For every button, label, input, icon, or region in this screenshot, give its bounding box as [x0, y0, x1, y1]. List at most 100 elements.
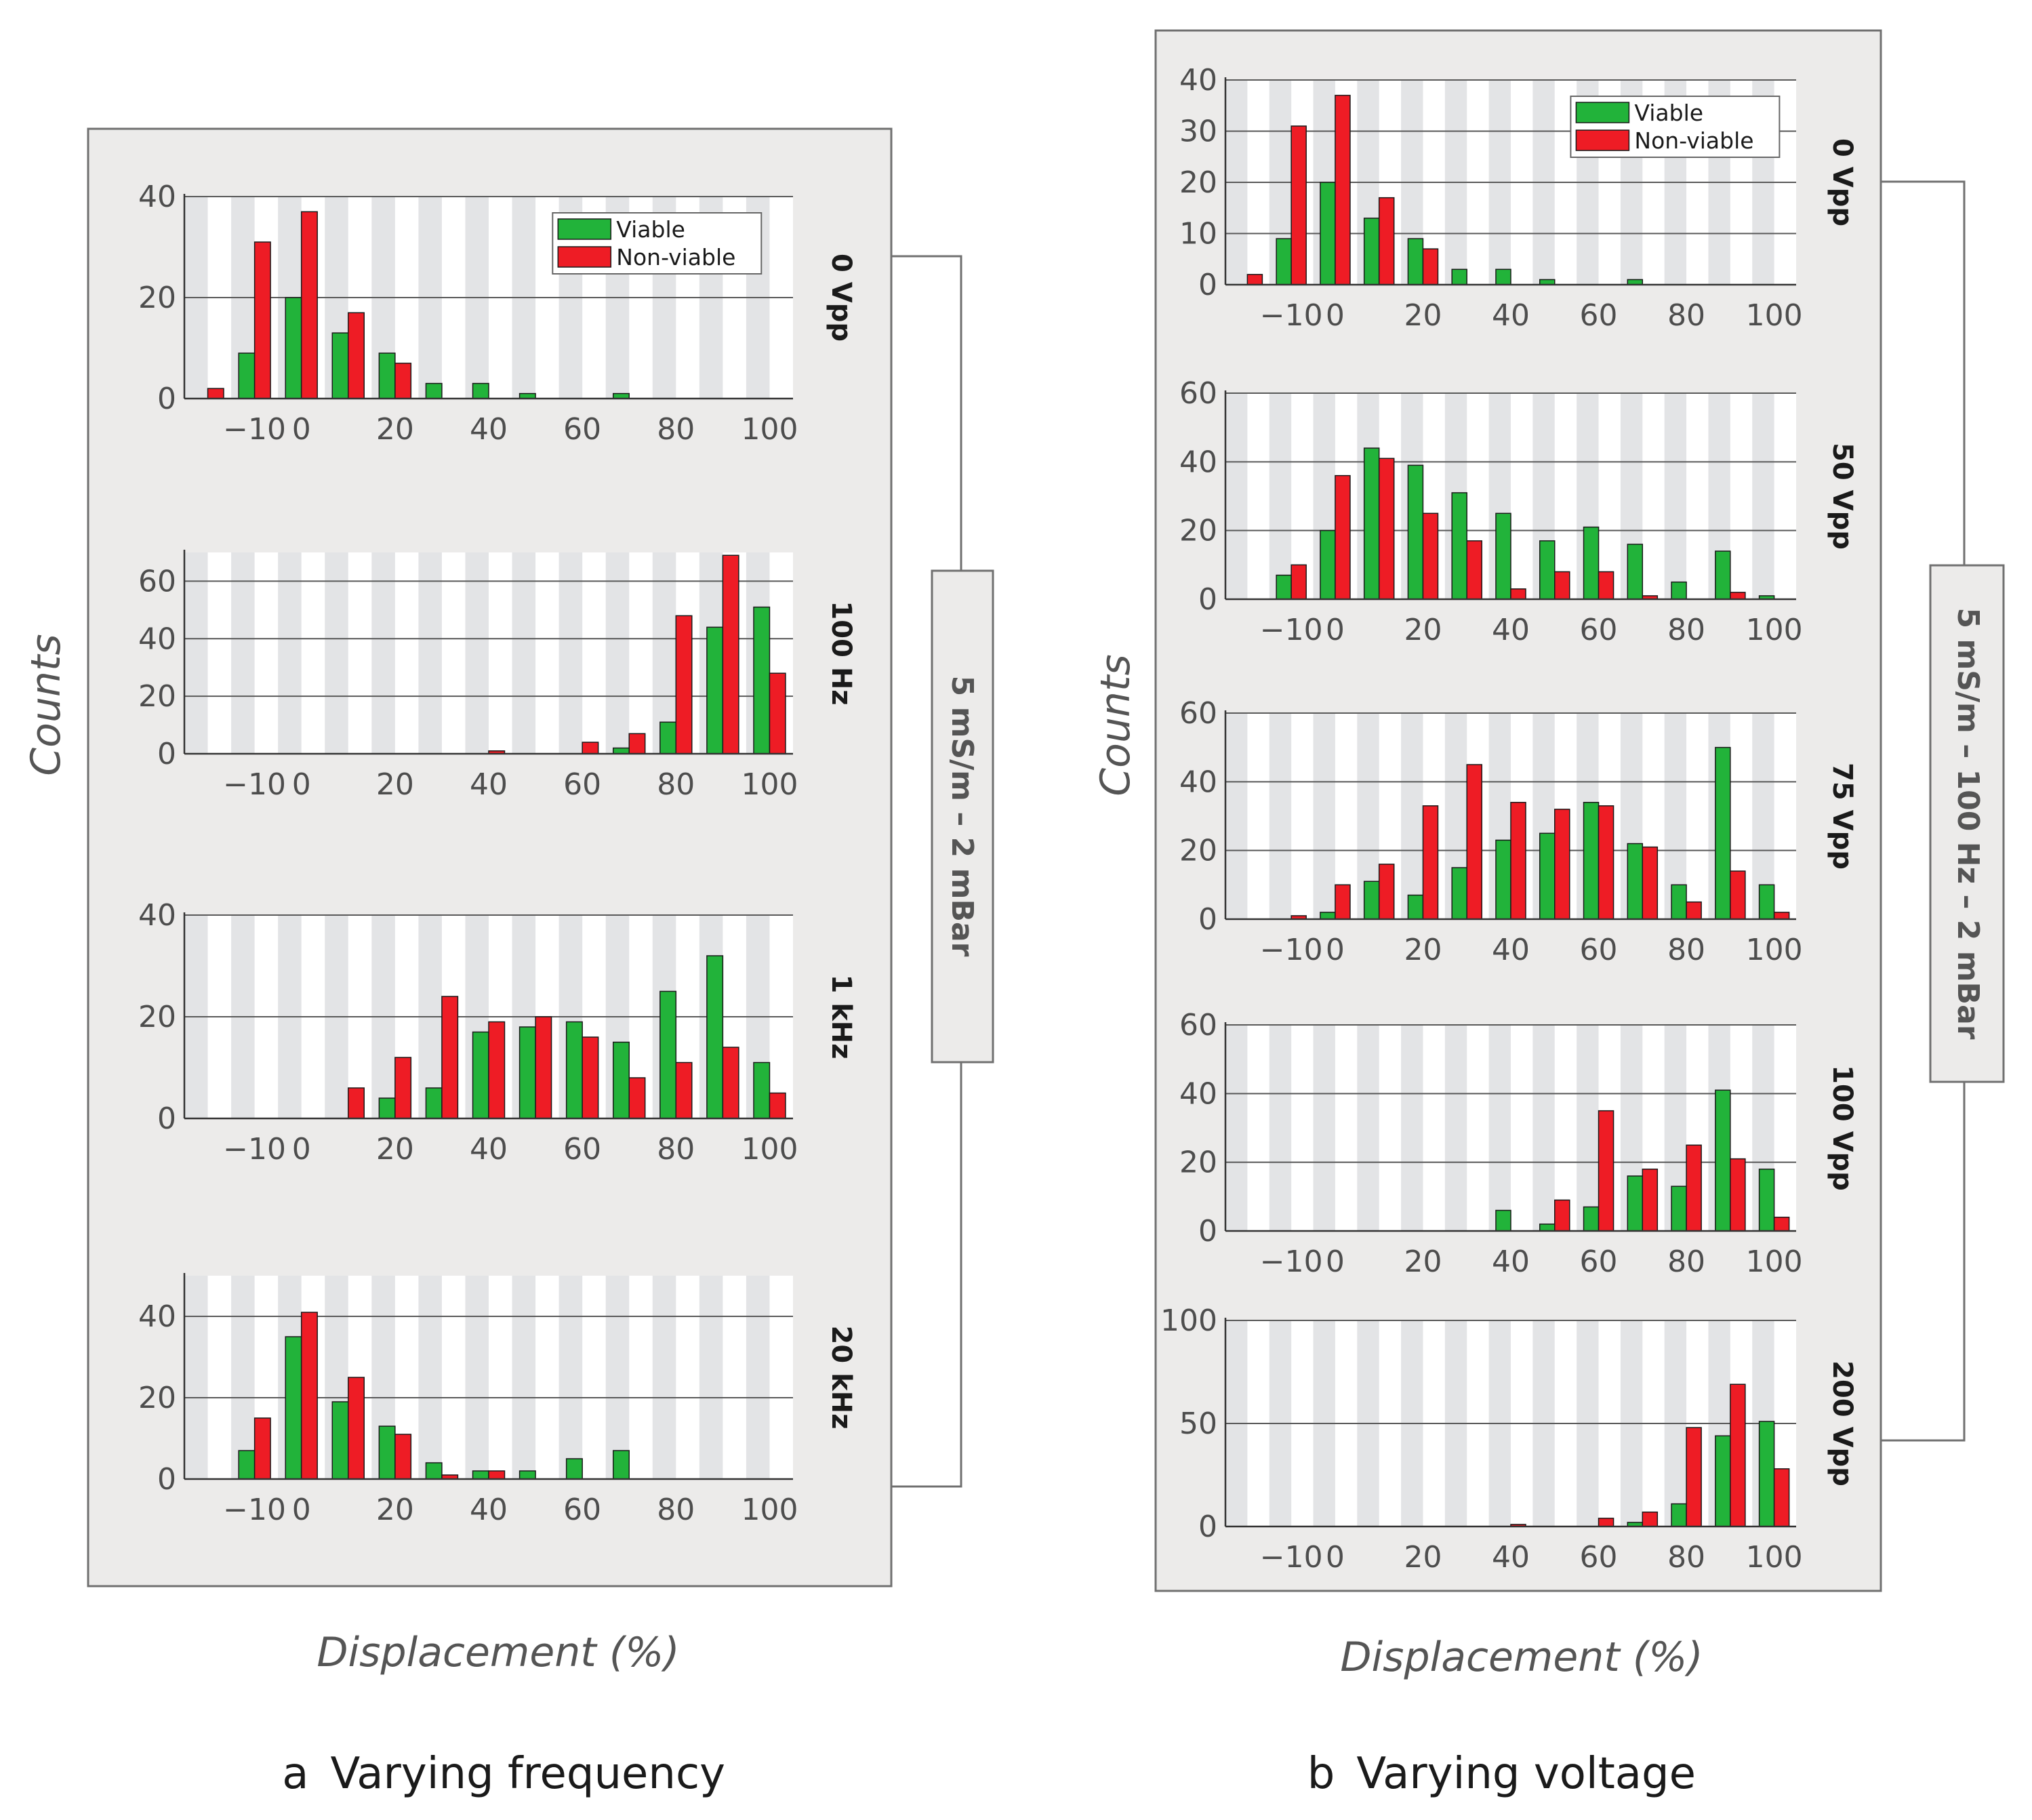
bar-viable — [1495, 512, 1511, 600]
bar-nonviable — [769, 672, 786, 754]
bar-viable — [425, 382, 443, 399]
x-tick-label: 0 — [1326, 933, 1345, 967]
bar-viable — [285, 297, 302, 399]
y-tick-label: 20 — [1179, 1146, 1217, 1180]
y-tick-label: 20 — [138, 679, 176, 714]
stripe-band — [1664, 393, 1687, 599]
stripe-band — [1444, 1025, 1467, 1231]
group-a-y-title: Counts — [22, 634, 70, 775]
y-tick-label: 20 — [138, 1381, 176, 1415]
bar-nonviable — [394, 363, 412, 399]
x-tick-label: 0 — [292, 1493, 311, 1527]
legend-label-viable: Viable — [1634, 100, 1703, 126]
x-tick-label: 40 — [1492, 933, 1530, 967]
bar-nonviable — [769, 1092, 786, 1119]
bar-nonviable — [1510, 801, 1526, 920]
bar-nonviable — [1510, 588, 1526, 600]
y-tick-label: 40 — [138, 898, 176, 933]
y-tick-label: 0 — [1198, 1214, 1217, 1249]
bar-nonviable — [1730, 870, 1746, 920]
bar-viable — [612, 747, 630, 754]
group-a-condition: 5 mS/m – 2 mBar — [945, 676, 979, 957]
bar-nonviable — [1291, 125, 1307, 285]
panel-title: 100 Vpp — [1827, 1065, 1858, 1191]
bar-viable — [753, 606, 771, 754]
group-b-condition-box — [1929, 564, 2005, 1083]
group-b-y-title: Counts — [1092, 654, 1139, 796]
bar-viable — [1451, 268, 1467, 285]
bar-viable — [565, 1021, 583, 1119]
bar-nonviable — [1730, 592, 1746, 600]
x-tick-label: 80 — [1667, 1540, 1705, 1575]
stripe-band — [371, 552, 395, 754]
bar-viable — [1539, 1224, 1556, 1232]
bar-viable — [1363, 881, 1380, 920]
bar-viable — [1539, 540, 1556, 600]
bar-nonviable — [394, 1057, 412, 1119]
bar-viable — [1276, 574, 1292, 600]
stripe-band — [231, 552, 255, 754]
y-tick-label: 40 — [138, 622, 176, 656]
bar-viable — [425, 1087, 443, 1119]
stripe-band — [1225, 393, 1248, 599]
bar-viable — [612, 1450, 630, 1480]
bar-nonviable — [1335, 94, 1351, 285]
stripe-band — [699, 1276, 723, 1479]
bar-viable — [472, 1031, 489, 1119]
bar-nonviable — [488, 1021, 506, 1119]
stripe-band — [512, 1276, 536, 1479]
bar-nonviable — [394, 1434, 412, 1480]
y-tick-label: 50 — [1179, 1407, 1217, 1441]
bar-nonviable — [348, 1087, 365, 1119]
group-b-x-title: Displacement (%) — [1340, 1634, 1703, 1681]
x-tick-label: 80 — [1667, 1245, 1705, 1279]
bar-viable — [1495, 1209, 1511, 1232]
x-tick-label: 0 — [1326, 298, 1345, 333]
bar-viable — [1451, 492, 1467, 600]
bar-viable — [706, 955, 724, 1119]
bar-viable — [1715, 550, 1731, 600]
stripe-band — [1313, 1025, 1335, 1231]
bar-nonviable — [1642, 1511, 1659, 1527]
bar-nonviable — [1554, 571, 1570, 600]
bar-nonviable — [1686, 1144, 1702, 1232]
legend-label-nonviable: Non-viable — [1634, 127, 1753, 154]
x-tick-label: −10 — [223, 1493, 286, 1527]
stripe-band — [278, 552, 302, 754]
bar-nonviable — [1335, 474, 1351, 600]
stripe-band — [465, 1276, 489, 1479]
stripe-band — [1225, 1025, 1248, 1231]
bar-nonviable — [1378, 864, 1395, 920]
bar-nonviable — [675, 615, 693, 754]
y-tick-label: 30 — [1179, 115, 1217, 149]
stripe-band — [184, 1276, 208, 1479]
bar-viable — [1671, 1503, 1687, 1527]
x-tick-label: −10 — [223, 412, 286, 447]
x-tick-label: 60 — [1580, 1540, 1618, 1575]
y-tick-label: 0 — [1198, 902, 1217, 937]
stripe-band — [1577, 1025, 1599, 1231]
panel-title: 75 Vpp — [1827, 763, 1858, 870]
bar-viable — [1495, 839, 1511, 920]
legend-swatch-nonviable — [557, 246, 612, 268]
stripe-band — [418, 552, 442, 754]
bar-nonviable — [1554, 1199, 1570, 1232]
bar-viable — [519, 1026, 536, 1119]
stripe-band — [1532, 1025, 1555, 1231]
x-tick-label: 0 — [1326, 1540, 1345, 1575]
x-tick-label: 40 — [470, 767, 508, 802]
bar-nonviable — [1466, 540, 1483, 600]
y-tick-label: 40 — [1179, 1076, 1217, 1111]
x-tick-label: 20 — [1404, 1540, 1442, 1575]
bar-nonviable — [1554, 809, 1570, 920]
stripe-band — [465, 552, 489, 754]
bar-nonviable — [300, 1312, 318, 1480]
bar-viable — [1583, 801, 1600, 920]
x-tick-label: 0 — [292, 1132, 311, 1167]
y-tick-label: 0 — [1198, 1510, 1217, 1544]
x-tick-label: 80 — [1667, 613, 1705, 647]
x-tick-label: 60 — [1580, 933, 1618, 967]
